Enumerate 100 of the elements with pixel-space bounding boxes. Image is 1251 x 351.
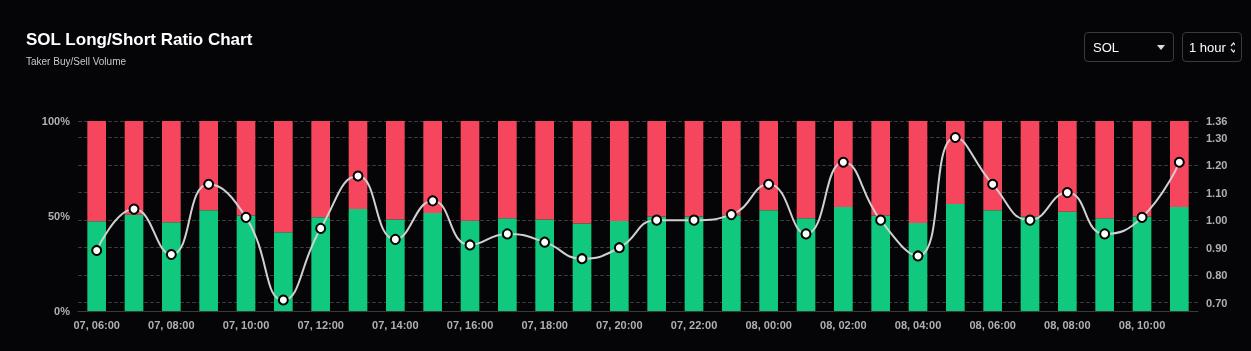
- bar: [684, 121, 704, 217]
- x-tick-label: 08, 04:00: [894, 318, 942, 331]
- chart-subtitle: Taker Buy/Sell Volume: [26, 56, 127, 67]
- bar: [274, 121, 293, 233]
- point: [389, 233, 401, 245]
- bar: [386, 121, 405, 220]
- point: [1173, 156, 1185, 168]
- point: [240, 211, 252, 223]
- bar: [1095, 121, 1114, 219]
- bar: [199, 210, 218, 311]
- bar: [796, 121, 816, 219]
- x-tick-label: 07, 14:00: [372, 318, 419, 331]
- bar: [1170, 121, 1189, 207]
- chart-title: SOL Long/Short Ratio Chart: [26, 30, 253, 50]
- bar: [535, 219, 554, 311]
- bar: [1058, 211, 1077, 311]
- bar: [722, 215, 741, 311]
- bar: [1058, 121, 1077, 212]
- point: [277, 294, 289, 306]
- bar: [983, 121, 1002, 211]
- point: [1099, 228, 1111, 240]
- y2-tick-label: 1.10: [1206, 186, 1228, 199]
- y2-tick-label: 1.36: [1206, 115, 1228, 127]
- point: [725, 209, 737, 221]
- bar: [162, 121, 181, 223]
- bar: [572, 121, 592, 224]
- bar: [610, 220, 629, 311]
- bar: [759, 121, 778, 211]
- point: [128, 203, 140, 215]
- bar: [908, 223, 928, 311]
- point: [539, 236, 551, 248]
- bar: [124, 121, 144, 215]
- select-field: 1 hour: [1182, 32, 1242, 62]
- bar: [1020, 216, 1040, 311]
- point: [800, 228, 812, 240]
- point: [501, 228, 513, 240]
- bar: [311, 217, 330, 311]
- bar: [908, 121, 928, 224]
- bar: [274, 232, 293, 311]
- bar: [610, 121, 629, 221]
- point: [651, 214, 663, 226]
- bar: [759, 210, 778, 311]
- bar: [834, 206, 853, 311]
- bar: [572, 223, 592, 311]
- point: [91, 244, 103, 256]
- x-tick-label: 07, 06:00: [73, 318, 120, 331]
- dropdown-field: SOL: [1084, 32, 1174, 62]
- x-tick-label: 07, 08:00: [148, 318, 195, 331]
- point: [875, 214, 887, 226]
- x-tick-label: 07, 22:00: [670, 318, 718, 331]
- bar: [871, 121, 890, 216]
- bar: [386, 219, 405, 311]
- point: [1136, 211, 1148, 223]
- point: [352, 170, 364, 182]
- bar: [124, 214, 144, 311]
- point: [315, 222, 327, 234]
- bar: [722, 121, 741, 216]
- y2-tick-label: 1.00: [1206, 214, 1228, 227]
- bar: [647, 216, 666, 311]
- point: [427, 195, 439, 207]
- y2-tick-label: 0.80: [1206, 269, 1228, 282]
- bar: [423, 212, 442, 311]
- bar: [983, 210, 1002, 311]
- point: [837, 156, 849, 168]
- bar: [311, 121, 330, 218]
- y2-tick-label: 1.20: [1206, 159, 1228, 172]
- point: [912, 250, 924, 262]
- x-tick-label: 07, 12:00: [297, 318, 344, 331]
- y-tick-label: 100%: [41, 115, 71, 127]
- bar: [460, 220, 480, 311]
- x-tick-label: 07, 10:00: [222, 318, 270, 331]
- y2-tick-label: 0.90: [1206, 241, 1228, 254]
- x-tick-label: 08, 08:00: [1044, 318, 1091, 331]
- point: [987, 178, 999, 190]
- point: [464, 239, 476, 251]
- point: [613, 242, 625, 254]
- bar: [87, 121, 106, 222]
- bar: [460, 121, 480, 221]
- bar: [946, 121, 965, 205]
- bar: [236, 215, 256, 311]
- y2-tick-label: 0.70: [1206, 296, 1228, 309]
- bar: [1132, 216, 1152, 311]
- point: [688, 214, 700, 226]
- x-tick-label: 07, 20:00: [596, 318, 643, 331]
- bar: [236, 121, 256, 216]
- bar: [647, 121, 666, 217]
- point: [949, 132, 961, 144]
- bar: [796, 218, 816, 311]
- point: [1061, 187, 1073, 199]
- point: [165, 249, 177, 261]
- point: [576, 253, 588, 265]
- bar: [946, 204, 965, 311]
- bar: [1020, 121, 1040, 217]
- x-tick-label: 08, 02:00: [820, 318, 867, 331]
- bar: [348, 121, 368, 209]
- y-tick-label: 50%: [47, 210, 71, 222]
- bar: [162, 222, 181, 311]
- bar: [834, 121, 853, 207]
- y2-tick-label: 1.30: [1206, 131, 1228, 144]
- bar: [684, 216, 704, 311]
